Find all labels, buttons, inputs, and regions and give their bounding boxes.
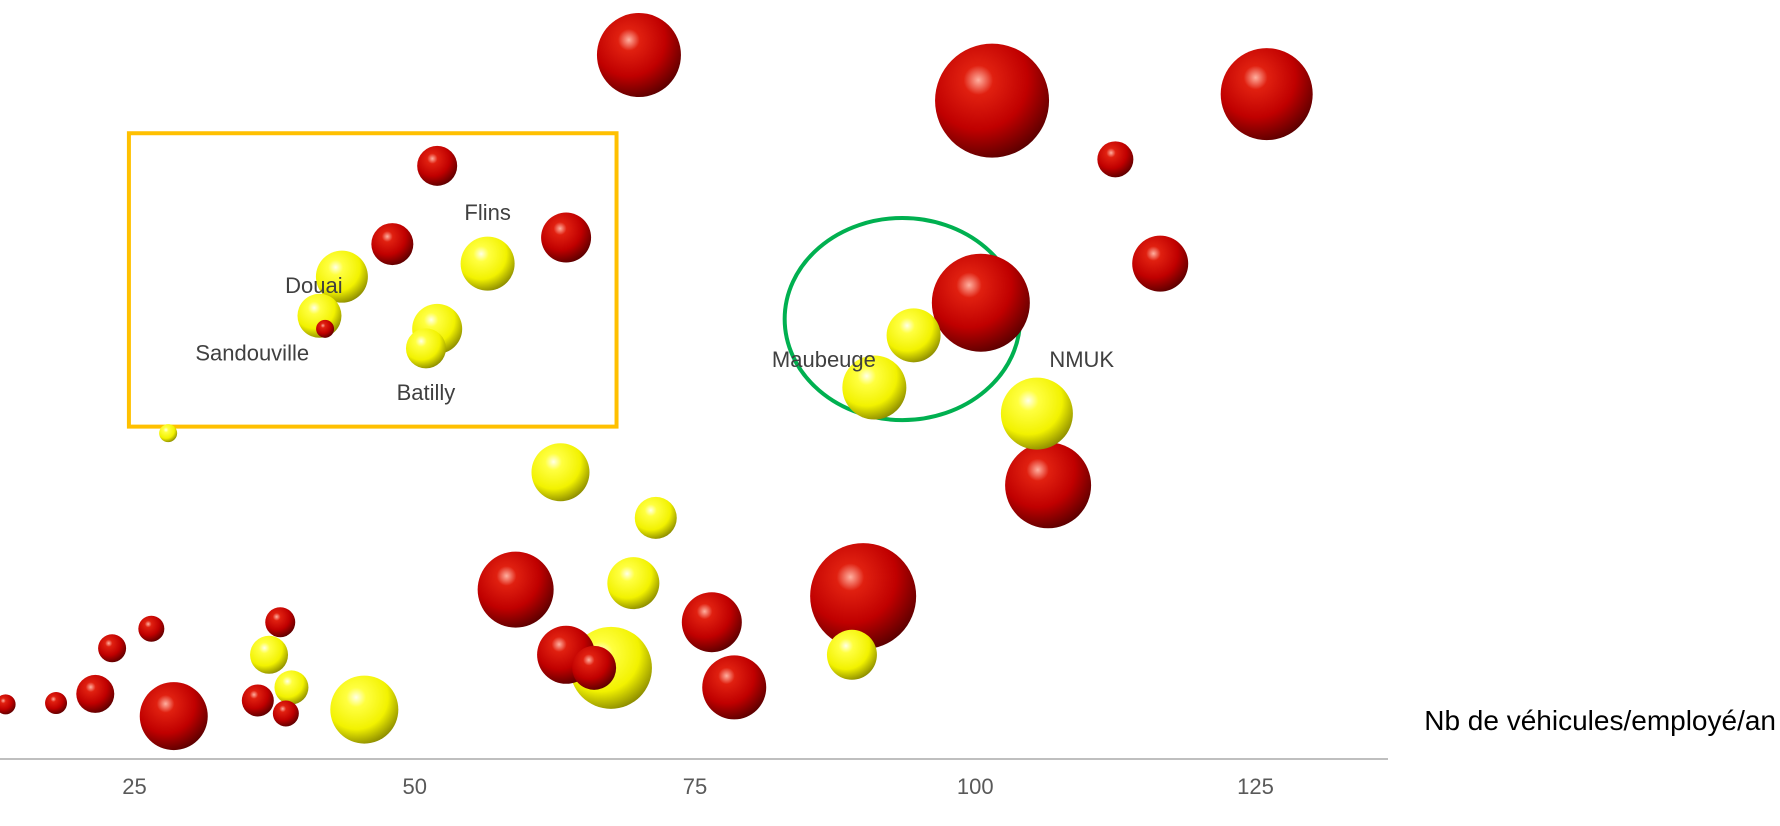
yellow-bubble-0 xyxy=(159,424,178,443)
red-bubble-1 xyxy=(45,692,68,715)
red-bubble-10 xyxy=(371,223,414,266)
annotation-sandouville: Sandouville xyxy=(195,341,309,366)
highlight-rectangle-0 xyxy=(126,131,619,429)
annotation-flins: Flins xyxy=(464,200,510,225)
yellow-bubble-5 xyxy=(330,675,399,744)
red-bubble-4 xyxy=(138,615,165,642)
yellow-bubble-11 xyxy=(607,557,660,610)
yellow-bubble-6 xyxy=(405,328,446,369)
red-bubble-24 xyxy=(1132,235,1189,292)
red-bubble-17 xyxy=(681,592,742,653)
red-bubble-15 xyxy=(572,645,617,690)
red-bubble-7 xyxy=(265,607,296,638)
yellow-bubble-16 xyxy=(1000,377,1073,450)
red-bubble-5 xyxy=(139,682,208,751)
yellow-bubble-13 xyxy=(826,629,877,680)
red-bubble-6 xyxy=(241,684,274,717)
red-bubble-3 xyxy=(98,634,127,663)
red-bubble-22 xyxy=(1005,442,1092,529)
red-bubble-9 xyxy=(316,319,335,338)
red-bubble-25 xyxy=(1220,48,1313,141)
yellow-bubble-4 xyxy=(315,250,368,303)
yellow-bubble-12 xyxy=(634,496,677,539)
red-bubble-20 xyxy=(931,253,1030,352)
yellow-bubble-9 xyxy=(531,443,590,502)
red-bubble-19 xyxy=(810,543,917,650)
yellow-bubble-15 xyxy=(886,308,941,363)
red-bubble-13 xyxy=(541,212,592,263)
red-bubble-12 xyxy=(477,551,554,628)
x-tick-label: 75 xyxy=(683,774,707,799)
red-bubble-18 xyxy=(702,655,767,720)
yellow-bubble-2 xyxy=(274,670,309,705)
red-bubble-11 xyxy=(417,145,458,186)
red-bubble-23 xyxy=(1097,141,1134,178)
red-bubble-21 xyxy=(935,43,1050,158)
red-bubble-2 xyxy=(76,674,115,713)
x-tick-label: 50 xyxy=(403,774,427,799)
annotation-maubeuge: Maubeuge xyxy=(772,347,876,372)
x-tick-label: 125 xyxy=(1237,774,1274,799)
yellow-bubble-8 xyxy=(460,236,515,291)
x-axis-title: Nb de véhicules/employé/an xyxy=(1424,705,1776,736)
annotation-nmuk: NMUK xyxy=(1049,347,1114,372)
red-bubble-8 xyxy=(272,700,299,727)
x-tick-label: 100 xyxy=(957,774,994,799)
annotation-douai: Douai xyxy=(285,273,342,298)
red-bubble-0 xyxy=(0,694,16,715)
red-bubble-16 xyxy=(596,13,681,97)
annotation-batilly: Batilly xyxy=(397,380,456,405)
yellow-bubble-14 xyxy=(842,355,907,420)
yellow-bubble-1 xyxy=(250,635,289,674)
x-tick-label: 25 xyxy=(122,774,146,799)
